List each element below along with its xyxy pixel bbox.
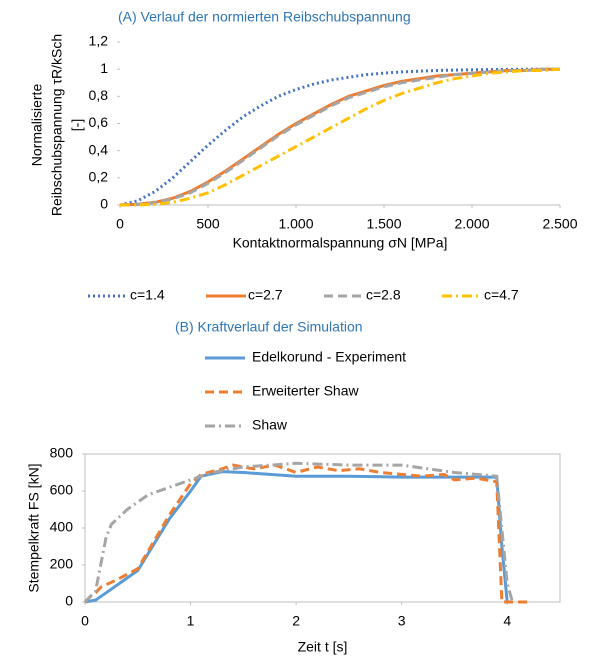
x-tick-label: 0: [81, 613, 89, 629]
legend-label: c=1.4: [130, 287, 165, 303]
legend-label: Shaw: [252, 417, 288, 433]
series-line: [83, 461, 514, 604]
legend-label: Edelkorund - Experiment: [252, 349, 406, 365]
y-tick-label: 0,6: [89, 114, 109, 130]
x-tick-label: 500: [196, 216, 220, 232]
x-axis-label: Zeit t [s]: [298, 639, 348, 655]
y-axis-label: Normalisierte: [29, 84, 45, 167]
x-tick-label: 4: [503, 613, 511, 629]
y-tick-label: 400: [50, 519, 74, 535]
legend-label: c=4.7: [484, 287, 519, 303]
legend-label: c=2.8: [366, 287, 401, 303]
x-tick-label: 1.500: [366, 216, 401, 232]
x-tick-label: 3: [398, 613, 406, 629]
series-line: [119, 67, 560, 207]
legend-label: c=2.7: [248, 287, 283, 303]
y-tick-label: 1,2: [89, 33, 109, 49]
series-line: [84, 470, 509, 604]
y-tick-label: 0: [100, 196, 108, 212]
y-tick-label: 0,2: [89, 169, 109, 185]
series-line: [120, 67, 561, 207]
y-axis-label: Stempelkraft FS [kN]: [26, 463, 42, 592]
x-axis-label: Kontaktnormalspannung σN [MPa]: [233, 235, 448, 251]
y-tick-label: 600: [50, 482, 74, 498]
x-tick-label: 1: [187, 613, 195, 629]
x-tick-label: 0: [116, 216, 124, 232]
y-tick-label: 800: [50, 445, 74, 461]
y-tick-label: 0,8: [89, 87, 109, 103]
y-tick-label: 0: [65, 593, 73, 609]
y-axis-label: [-]: [69, 119, 85, 131]
legend-label: Erweiterter Shaw: [252, 383, 359, 399]
series-line: [83, 463, 529, 604]
chart-title: (A) Verlauf der normierten Reibschubspan…: [118, 9, 411, 25]
series-line: [119, 67, 560, 207]
y-tick-label: 0,4: [89, 141, 109, 157]
x-tick-label: 2.500: [542, 216, 577, 232]
y-tick-label: 1: [100, 60, 108, 76]
x-tick-label: 2: [292, 613, 300, 629]
x-tick-label: 2.000: [454, 216, 489, 232]
x-tick-label: 1.000: [278, 216, 313, 232]
y-axis-label: Reibschubspannung τR/kSch: [49, 34, 65, 216]
chart-title: (B) Kraftverlauf der Simulation: [175, 319, 363, 335]
y-tick-label: 200: [50, 556, 74, 572]
series-line: [119, 67, 560, 207]
